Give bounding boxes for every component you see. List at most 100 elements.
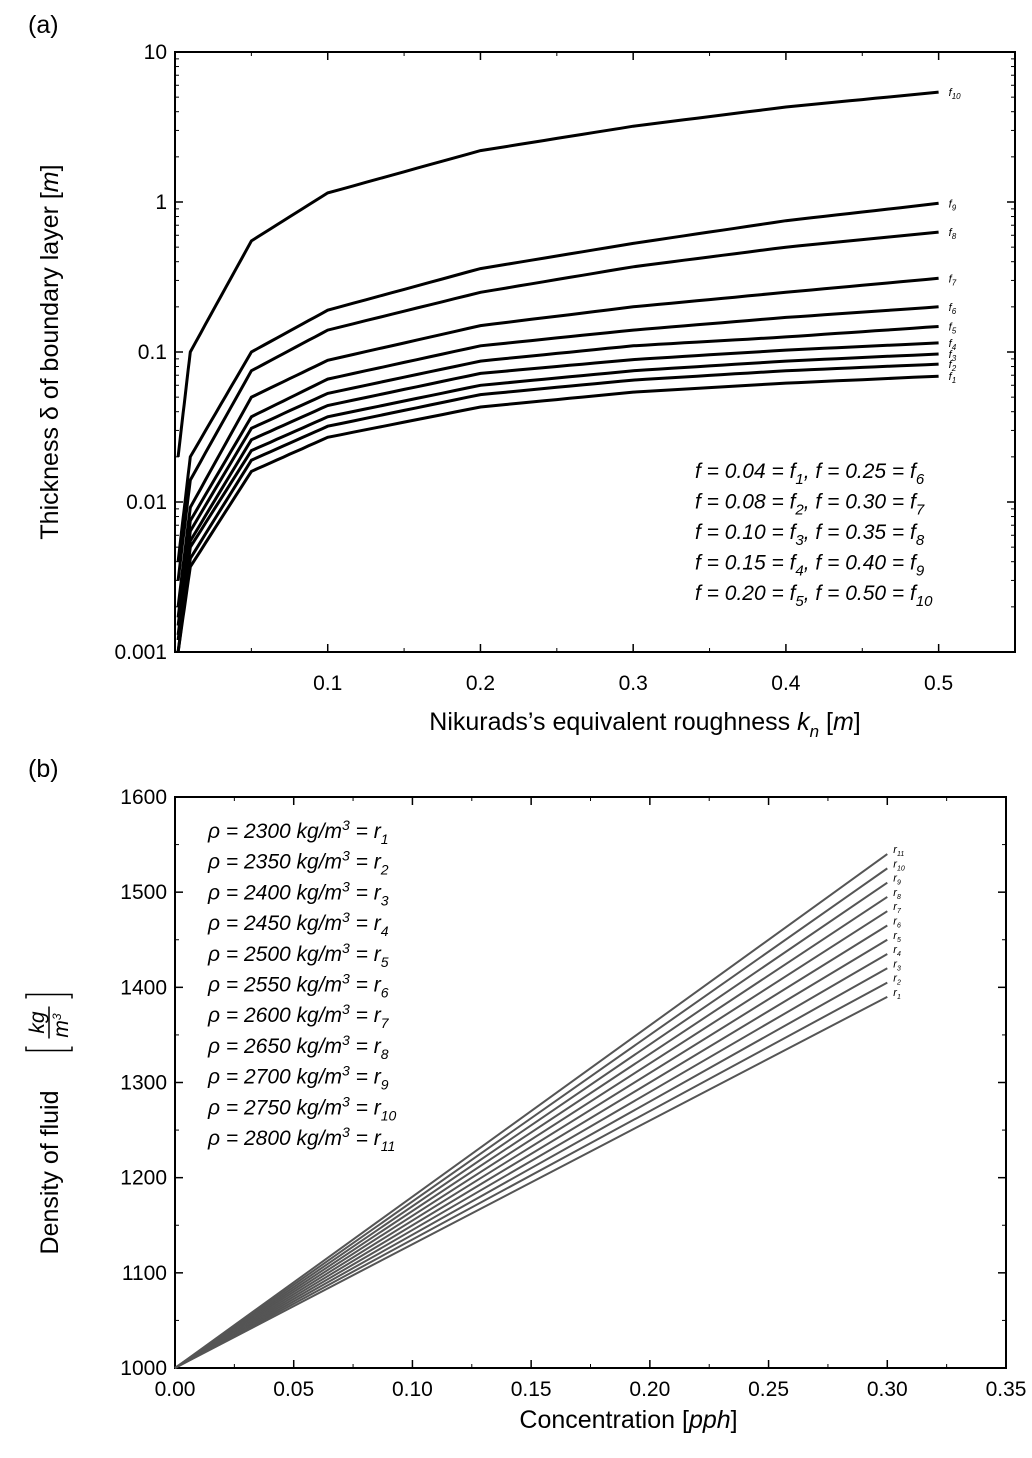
text-part: 3 (342, 878, 350, 894)
text-part: ρ = 2300 (207, 820, 297, 843)
y-unit-bracket-left (25, 1046, 73, 1052)
text-part: 6 (897, 922, 901, 929)
text-part: ρ = 2650 (207, 1035, 297, 1058)
text-part: k (797, 708, 811, 736)
text-part: = r (350, 1004, 382, 1027)
text-part: f = 0.35 = f (815, 521, 918, 544)
y-unit-denominator: m3 (50, 1013, 73, 1038)
legend-entry-a: f = 0.08 = f2, f = 0.30 = f7 (695, 491, 925, 519)
text-part: f = 0.50 = f (815, 582, 918, 605)
text-part: 1 (897, 994, 901, 1001)
series-label-r8: r8 (893, 887, 901, 901)
text-part: ] (731, 1406, 738, 1434)
series-label-r10: r10 (893, 858, 905, 872)
x-tick-label-b: 0.10 (392, 1378, 433, 1401)
series-line-r7 (174, 910, 888, 1369)
text-part: ] (36, 164, 64, 171)
chart-b: (b) 1000 1100 1200 1300 1400 1500 1600 0.00 0.05 0… (25, 755, 1027, 1434)
legend-entry-b: ρ = 2650 kg/m3 = r8 (207, 1032, 389, 1062)
text-part: 3 (342, 1093, 350, 1109)
series-line-f8 (176, 230, 939, 581)
text-part: n (810, 722, 819, 741)
x-tick-label-a: 0.3 (619, 672, 648, 695)
text-part: f = 0.20 = f (695, 582, 798, 605)
text-part: = r (350, 1035, 382, 1058)
x-tick-label-b: 0.25 (748, 1378, 789, 1401)
text-part: kg/m (297, 1035, 343, 1058)
text-part: , (804, 552, 816, 575)
text-part: 4 (952, 343, 957, 352)
series-label-r5: r5 (893, 930, 901, 944)
text-part: 4 (897, 951, 901, 958)
text-part: , (804, 460, 816, 483)
text-part: 5 (897, 937, 901, 944)
legend-entry-a: f = 0.10 = f3, f = 0.35 = f8 (695, 521, 925, 549)
text-part: = r (350, 912, 382, 935)
text-part: = r (350, 943, 382, 966)
text-part: f = 0.40 = f (815, 552, 918, 575)
text-part: 9 (897, 880, 901, 887)
text-part: r (893, 901, 898, 913)
text-part: 5 (795, 593, 804, 610)
text-part: 11 (897, 851, 904, 858)
legend-entry-b: ρ = 2500 kg/m3 = r5 (207, 940, 389, 970)
text-part: r (893, 887, 898, 899)
text-part: m (50, 1020, 73, 1038)
text-part: 11 (381, 1138, 396, 1154)
series-line-f7 (176, 276, 939, 607)
legend-entry-b: ρ = 2750 kg/m3 = r10 (207, 1093, 397, 1123)
panel-label-b: (b) (28, 755, 59, 783)
series-label-f1: f1 (949, 371, 957, 385)
text-part: ρ = 2450 (207, 912, 297, 935)
text-part: ρ = 2600 (207, 1004, 297, 1027)
series-label-f10: f10 (949, 87, 962, 101)
text-part: ρ = 2350 (207, 851, 297, 874)
text-part: 3 (342, 1032, 350, 1048)
text-part: f = 0.10 = f (695, 521, 798, 544)
text-part: [ (819, 708, 833, 736)
text-part: ρ = 2400 (207, 881, 297, 904)
y-tick-label-a: 1 (155, 191, 167, 214)
text-part: r (893, 987, 898, 999)
text-part: = r (350, 1096, 382, 1119)
series-line-r2 (174, 981, 888, 1369)
text-part: 8 (916, 532, 925, 549)
y-tick-label-b: 1000 (120, 1357, 167, 1380)
text-part: f (949, 302, 953, 314)
series-label-r9: r9 (893, 873, 901, 887)
text-part: ρ = 2750 (207, 1096, 297, 1119)
text-part: f (949, 359, 953, 371)
text-part: f (949, 338, 953, 350)
text-part: = r (350, 974, 382, 997)
series-label-f3: f3 (949, 349, 957, 363)
y-axis-label-text: Density of fluid (36, 1091, 64, 1255)
text-part: 10 (897, 865, 905, 872)
x-tick-label-b: 0.35 (986, 1378, 1027, 1401)
x-tick-label-a: 0.4 (771, 672, 801, 695)
series-label-f4: f4 (949, 338, 957, 352)
text-part: kg/m (297, 1127, 343, 1150)
text-part: m (833, 708, 854, 736)
series-line-r5 (174, 938, 888, 1369)
x-axis-label-a: Nikurads’s equivalent roughness kn [m] (429, 708, 860, 741)
text-part: ρ = 2800 (207, 1127, 297, 1150)
series-line-r10 (174, 867, 888, 1369)
text-part: r (893, 873, 898, 885)
x-tick-label-b: 0.20 (629, 1378, 670, 1401)
text-part: 7 (897, 908, 902, 915)
text-part: 3 (897, 965, 901, 972)
text-part: Concentration [ (519, 1406, 689, 1434)
text-part: r (893, 944, 898, 956)
legend-entry-b: ρ = 2400 kg/m3 = r3 (207, 878, 389, 908)
text-part: kg/m (297, 881, 343, 904)
text-part: 3 (952, 354, 957, 363)
text-part: 3 (342, 1001, 350, 1017)
text-part: f (949, 273, 953, 285)
text-part: f (949, 87, 953, 99)
series-line-f6 (176, 305, 939, 618)
text-part: = r (350, 851, 382, 874)
series-line-r9 (174, 881, 888, 1369)
text-part: kg/m (297, 820, 343, 843)
text-part: 1 (381, 831, 389, 847)
